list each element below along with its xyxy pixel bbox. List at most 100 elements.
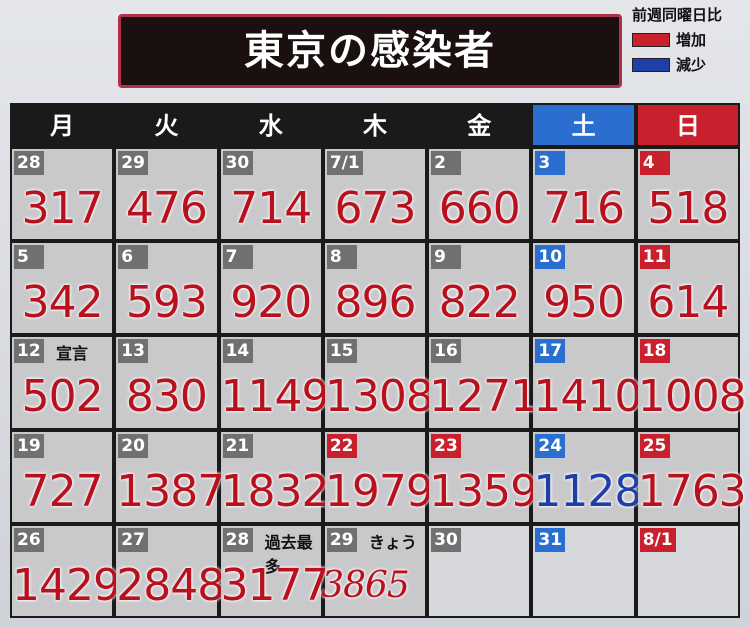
day-header: 金 [429, 105, 530, 145]
day-cell: 8 896 [324, 243, 426, 334]
day-cell: 24 1128 [533, 431, 642, 522]
day-cell: 25 1763 [637, 431, 747, 522]
date-badge: 14 [222, 339, 253, 364]
case-count: 1359 [429, 465, 538, 517]
date-badge: 13 [118, 339, 149, 364]
case-count: 896 [334, 277, 416, 329]
date-badge: 21 [222, 433, 253, 458]
case-count: 920 [230, 277, 312, 329]
case-count: 476 [125, 183, 208, 234]
date-badge: 4 [639, 151, 670, 175]
legend-label: 減少 [676, 56, 707, 74]
date-badge: 22 [326, 433, 357, 458]
case-count: 673 [334, 183, 416, 234]
case-count: 830 [125, 371, 208, 423]
day-cell: 4 518 [637, 149, 738, 240]
day-cell: 12 宣言 502 [12, 337, 113, 428]
case-count: 593 [125, 277, 208, 329]
cell-note: 宣言 [56, 344, 89, 364]
date-badge: 23 [431, 433, 462, 458]
day-cell: 10 950 [533, 243, 634, 334]
date-badge: 11 [639, 245, 670, 270]
day-header: 土 [533, 105, 634, 145]
day-cell: 23 1359 [429, 431, 538, 522]
day-cell: 19 727 [12, 431, 113, 522]
date-badge: 12 [14, 339, 44, 364]
case-count: 1979 [324, 465, 434, 517]
day-cell: 31 [533, 525, 634, 616]
date-badge: 16 [431, 339, 462, 364]
legend-item: 減少 [632, 54, 747, 75]
case-count: 2848 [116, 559, 225, 611]
legend-item: 増加 [632, 29, 747, 50]
day-cell: 15 1308 [324, 337, 434, 428]
day-cell: 14 1149 [220, 337, 330, 428]
date-badge: 9 [431, 245, 462, 270]
day-cell: 7/1 673 [324, 149, 426, 240]
day-cell: 13 830 [116, 337, 217, 428]
case-count: 950 [543, 277, 625, 329]
date-badge: 28 [14, 151, 44, 175]
date-badge: 7/1 [326, 151, 363, 175]
case-count: 1008 [637, 371, 747, 423]
calendar-table: 月火水木金土日 28 317 29 476 30 714 7/1 673 2 660 3 716 4 518… [10, 103, 747, 618]
date-badge: 31 [535, 527, 566, 552]
date-badge: 24 [535, 433, 566, 458]
case-count: 714 [230, 183, 312, 234]
date-badge: 10 [535, 245, 566, 270]
legend-swatch [632, 32, 670, 47]
date-badge: 17 [535, 339, 566, 364]
day-cell: 27 2848 [116, 525, 225, 616]
date-badge: 29 [326, 527, 357, 552]
case-count: 614 [647, 277, 729, 329]
day-cell: 3 716 [533, 149, 634, 240]
case-count: 1271 [429, 371, 538, 423]
cell-note: きょう [368, 532, 417, 552]
case-count: 660 [438, 183, 521, 234]
date-badge: 6 [118, 245, 149, 270]
date-badge: 8/1 [639, 527, 676, 552]
case-count: 502 [21, 371, 104, 423]
day-cell: 7 920 [220, 243, 321, 334]
case-count: 1410 [533, 371, 642, 423]
case-count: 716 [543, 183, 625, 234]
day-cell: 17 1410 [533, 337, 642, 428]
case-count: 518 [647, 183, 729, 234]
day-cell: 8/1 [637, 525, 738, 616]
day-header: 火 [116, 105, 217, 145]
case-count: 1763 [637, 465, 747, 517]
case-count: 3177 [220, 559, 330, 611]
date-badge: 7 [222, 245, 253, 270]
case-count: 1429 [12, 559, 121, 611]
date-badge: 3 [535, 151, 566, 175]
date-badge: 25 [639, 433, 670, 458]
day-cell: 2 660 [429, 149, 530, 240]
case-count: 822 [438, 277, 521, 329]
case-count: 1832 [220, 465, 330, 517]
legend-swatch [632, 57, 670, 72]
day-header: 日 [637, 105, 738, 145]
day-cell: 5 342 [12, 243, 113, 334]
day-header: 月 [12, 105, 113, 145]
day-cell: 28 過去最多 3177 [220, 525, 330, 616]
day-cell: 11 614 [637, 243, 738, 334]
title: 東京の感染者 [118, 14, 622, 88]
case-count: 3865 [321, 564, 410, 606]
day-cell: 6 593 [116, 243, 217, 334]
date-badge: 28 [222, 527, 253, 552]
day-header: 水 [220, 105, 321, 145]
day-cell: 26 1429 [12, 525, 121, 616]
day-cell: 16 1271 [429, 337, 538, 428]
case-count: 317 [21, 183, 104, 234]
date-badge: 2 [431, 151, 462, 175]
date-badge: 27 [118, 527, 149, 552]
date-badge: 26 [14, 527, 44, 552]
legend: 前週同曜日比 増加 減少 [632, 4, 747, 75]
day-cell: 9 822 [429, 243, 530, 334]
date-badge: 8 [326, 245, 357, 270]
case-count: 1128 [533, 465, 642, 517]
day-header: 木 [324, 105, 426, 145]
date-badge: 30 [431, 527, 462, 552]
case-count: 727 [21, 465, 104, 517]
